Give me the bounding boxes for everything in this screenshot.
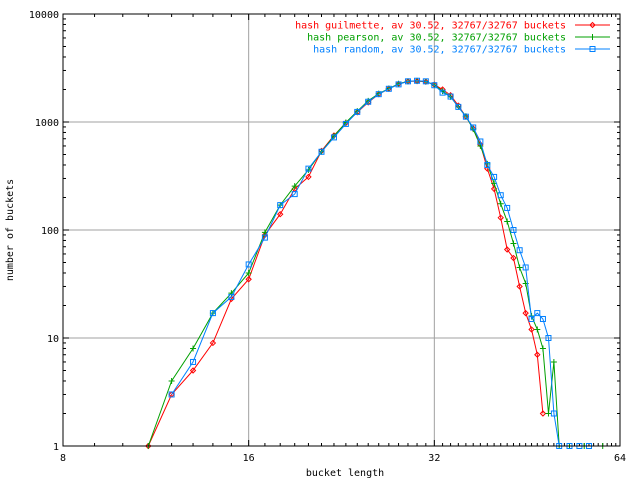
data-point-square: [539, 315, 546, 322]
x-tick-label: 32: [428, 453, 440, 464]
data-point-plus: [504, 218, 511, 225]
series-line: [147, 80, 603, 447]
data-point-square: [168, 391, 175, 398]
data-point-square: [228, 293, 235, 300]
data-point-square: [439, 89, 446, 96]
data-point-plus: [168, 377, 175, 384]
data-point-square: [545, 335, 552, 341]
data-point-square: [447, 93, 454, 100]
legend: hash guilmette, av 30.52, 32767/32767 bu…: [295, 21, 610, 56]
data-point-diamond: [534, 351, 541, 358]
legend-label: hash guilmette, av 30.52, 32767/32767 bu…: [295, 21, 566, 32]
data-point-square: [375, 91, 382, 98]
data-point-square: [318, 148, 325, 155]
data-point-square: [385, 85, 392, 92]
data-point-square: [330, 134, 337, 141]
data-point-square: [354, 108, 361, 115]
data-point-diamond: [365, 99, 372, 106]
data-point-square: [261, 234, 268, 241]
data-point-square: [395, 81, 402, 88]
data-point-diamond: [503, 246, 511, 253]
legend-label: hash pearson, av 30.52, 32767/32767 buck…: [307, 33, 566, 44]
data-point-diamond: [209, 339, 217, 347]
y-tick-label: 10000: [29, 10, 59, 21]
data-point-plus: [539, 345, 546, 352]
data-point-square: [491, 173, 498, 180]
data-point-square: [534, 310, 541, 317]
data-point-diamond: [528, 326, 535, 333]
y-tick-label: 1000: [35, 118, 59, 129]
data-point-square: [516, 247, 523, 254]
data-point-square: [510, 227, 517, 233]
y-tick-label: 100: [41, 226, 59, 237]
data-point-square: [365, 98, 372, 105]
data-series: [145, 77, 606, 450]
series-line: [171, 80, 589, 447]
data-point-plus: [190, 345, 197, 352]
data-point-square: [342, 120, 349, 127]
data-point-square: [455, 103, 462, 110]
y-tick-label: 10: [47, 334, 59, 345]
data-point-square: [589, 46, 596, 52]
data-point-diamond: [510, 254, 517, 262]
data-point-diamond: [522, 309, 529, 317]
data-point-square: [277, 202, 284, 209]
data-point-plus: [545, 410, 552, 417]
data-point-diamond: [277, 211, 284, 218]
data-point-plus: [510, 240, 517, 247]
x-tick-label: 64: [614, 453, 626, 464]
series-square: [168, 77, 592, 449]
legend-label: hash random, av 30.52, 32767/32767 bucke…: [313, 45, 566, 56]
data-point-square: [404, 78, 411, 85]
data-point-square: [422, 78, 429, 85]
data-point-square: [245, 261, 252, 268]
x-tick-label: 16: [243, 453, 255, 464]
data-point-square: [522, 264, 529, 271]
y-tick-label: 1: [53, 442, 59, 453]
data-point-diamond: [305, 173, 312, 181]
series-plus: [145, 77, 606, 449]
data-point-diamond: [539, 410, 547, 417]
data-point-square: [528, 315, 535, 322]
data-point-square: [209, 310, 216, 317]
data-point-square: [470, 124, 477, 131]
data-point-square: [414, 77, 421, 84]
x-axis-label: bucket length: [306, 468, 384, 479]
y-axis-label: number of buckets: [5, 179, 16, 281]
data-point-plus: [534, 326, 541, 333]
data-point-diamond: [189, 367, 197, 374]
data-point-square: [477, 138, 484, 145]
data-point-plus: [550, 358, 557, 365]
data-point-plus: [516, 264, 523, 271]
data-point-square: [190, 358, 197, 365]
data-point-square: [462, 113, 469, 120]
data-point-square: [305, 165, 312, 172]
data-point-plus: [291, 183, 298, 190]
data-point-diamond: [497, 214, 504, 221]
data-point-diamond: [516, 283, 523, 290]
data-point-plus: [245, 269, 252, 276]
plot-frame: [62, 13, 621, 447]
data-point-square: [550, 410, 557, 417]
data-point-square: [497, 192, 504, 199]
data-point-diamond: [589, 21, 596, 29]
data-point-square: [431, 82, 438, 89]
x-tick-label: 8: [60, 453, 66, 464]
data-point-square: [291, 191, 298, 198]
data-point-square: [484, 161, 491, 168]
data-point-square: [504, 204, 511, 211]
data-point-plus: [589, 34, 596, 40]
data-point-plus: [497, 200, 504, 207]
data-point-diamond: [245, 276, 252, 283]
